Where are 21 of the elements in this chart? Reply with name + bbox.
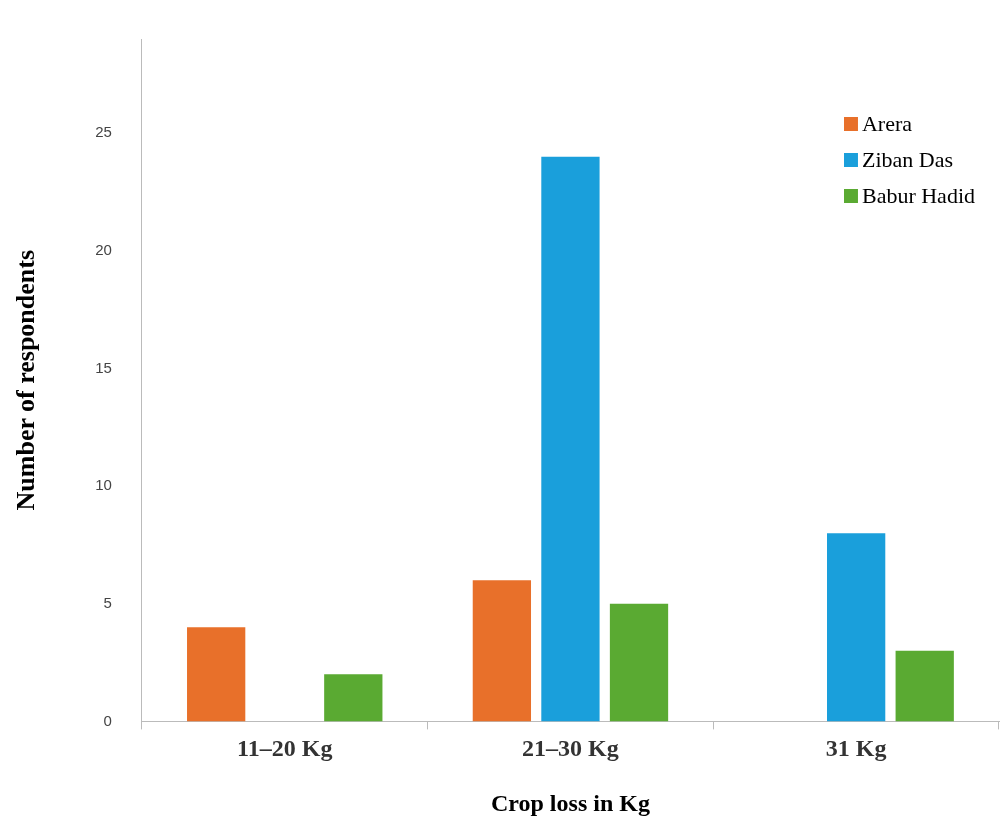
y-tick-label: 0 xyxy=(103,711,112,729)
bar xyxy=(609,603,669,722)
bar xyxy=(472,580,532,722)
y-tick-label: 25 xyxy=(95,123,112,141)
legend-label: Arera xyxy=(861,110,913,136)
bar xyxy=(895,650,954,722)
bar xyxy=(187,627,246,722)
x-tick-label: 31 Kg xyxy=(825,735,887,761)
x-tick-label: 11–20 Kg xyxy=(237,735,333,761)
bar xyxy=(324,674,383,722)
x-axis-title: Crop loss in Kg xyxy=(490,789,650,816)
y-tick-label: 15 xyxy=(95,358,112,376)
y-tick-label: 5 xyxy=(103,593,112,611)
bar xyxy=(541,156,600,722)
x-tick-label: 21–30 Kg xyxy=(522,735,619,761)
y-tick-label: 10 xyxy=(95,476,112,494)
y-tick-label: 20 xyxy=(95,240,112,258)
legend-label: Ziban Das xyxy=(861,146,953,172)
legend-label: Babur Hadid xyxy=(861,182,975,208)
bar xyxy=(827,533,886,722)
y-axis-title: Number of respondents xyxy=(11,249,41,511)
